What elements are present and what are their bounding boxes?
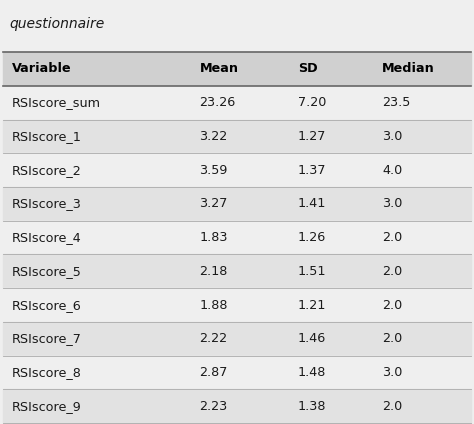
Bar: [3, 288, 471, 322]
Text: 2.23: 2.23: [200, 400, 228, 413]
Text: RSIscore_5: RSIscore_5: [12, 265, 82, 278]
Bar: [3, 153, 471, 187]
Text: SD: SD: [298, 62, 318, 75]
Text: 1.37: 1.37: [298, 164, 327, 177]
Text: RSIscore_2: RSIscore_2: [12, 164, 82, 177]
Text: RSIscore_3: RSIscore_3: [12, 198, 82, 210]
Text: 23.26: 23.26: [200, 96, 236, 109]
Text: 1.26: 1.26: [298, 231, 326, 244]
Bar: [3, 254, 471, 288]
Bar: [3, 52, 471, 86]
Text: 3.27: 3.27: [200, 198, 228, 210]
Bar: [3, 389, 471, 423]
Bar: [3, 322, 471, 356]
Text: RSIscore_6: RSIscore_6: [12, 298, 82, 312]
Text: 1.51: 1.51: [298, 265, 327, 278]
Text: Median: Median: [382, 62, 435, 75]
Text: 2.18: 2.18: [200, 265, 228, 278]
Text: 1.41: 1.41: [298, 198, 326, 210]
Text: 1.48: 1.48: [298, 366, 326, 379]
Text: 1.38: 1.38: [298, 400, 327, 413]
Text: 1.46: 1.46: [298, 332, 326, 345]
Text: RSIscore_sum: RSIscore_sum: [12, 96, 101, 109]
Text: 2.0: 2.0: [382, 231, 402, 244]
Text: RSIscore_4: RSIscore_4: [12, 231, 82, 244]
Text: 1.83: 1.83: [200, 231, 228, 244]
Text: 23.5: 23.5: [382, 96, 410, 109]
Text: questionnaire: questionnaire: [9, 17, 105, 31]
Bar: [3, 120, 471, 153]
Text: 2.0: 2.0: [382, 332, 402, 345]
Text: RSIscore_7: RSIscore_7: [12, 332, 82, 345]
Text: 1.88: 1.88: [200, 298, 228, 312]
Text: 4.0: 4.0: [382, 164, 402, 177]
Bar: [3, 221, 471, 254]
Bar: [3, 86, 471, 120]
Text: RSIscore_8: RSIscore_8: [12, 366, 82, 379]
Text: 2.0: 2.0: [382, 400, 402, 413]
Text: RSIscore_9: RSIscore_9: [12, 400, 82, 413]
Text: 2.87: 2.87: [200, 366, 228, 379]
Text: 1.21: 1.21: [298, 298, 326, 312]
Bar: [3, 356, 471, 389]
Text: 3.22: 3.22: [200, 130, 228, 143]
Text: RSIscore_1: RSIscore_1: [12, 130, 82, 143]
Text: 2.0: 2.0: [382, 265, 402, 278]
Text: 3.0: 3.0: [382, 366, 402, 379]
Text: 3.0: 3.0: [382, 198, 402, 210]
Text: 3.0: 3.0: [382, 130, 402, 143]
Text: 3.59: 3.59: [200, 164, 228, 177]
Text: Mean: Mean: [200, 62, 238, 75]
Text: 1.27: 1.27: [298, 130, 326, 143]
Text: Variable: Variable: [12, 62, 72, 75]
Text: 2.0: 2.0: [382, 298, 402, 312]
Text: 2.22: 2.22: [200, 332, 228, 345]
Text: 7.20: 7.20: [298, 96, 326, 109]
Bar: [3, 187, 471, 221]
